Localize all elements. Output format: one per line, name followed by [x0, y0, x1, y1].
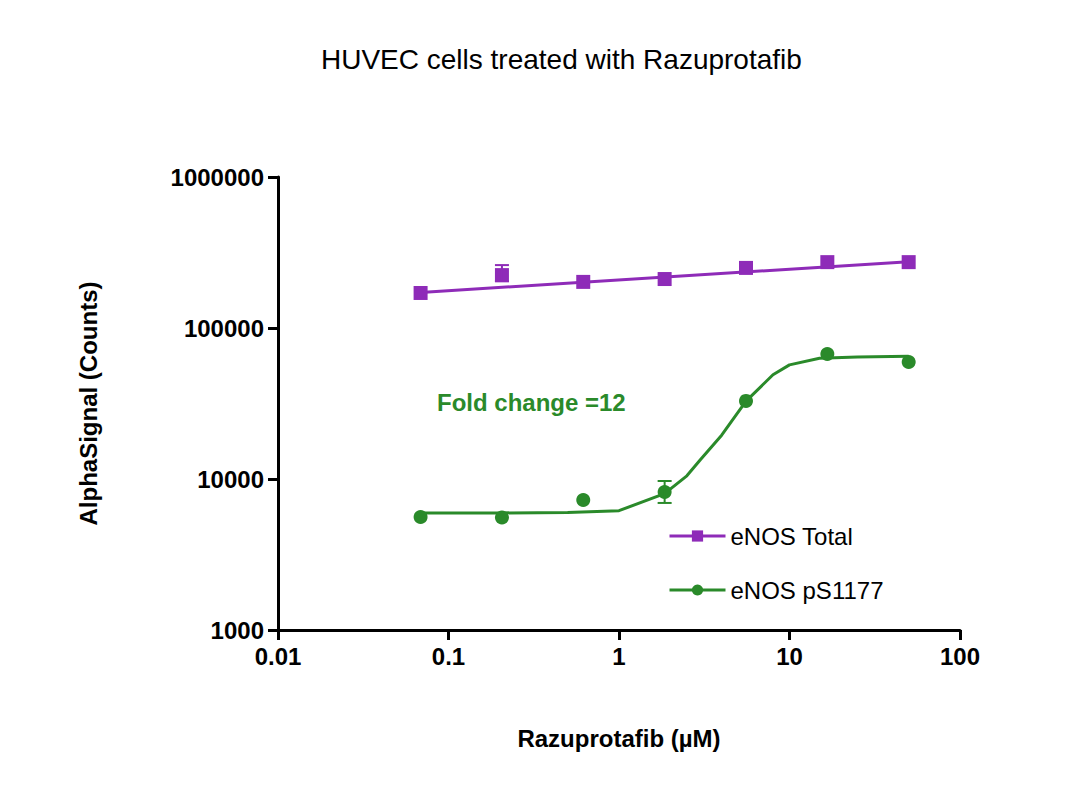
svg-text:10000: 10000 — [197, 466, 264, 493]
svg-text:eNOS pS1177: eNOS pS1177 — [731, 577, 884, 604]
svg-text:100000: 100000 — [184, 315, 264, 342]
svg-text:AlphaSignal (Counts): AlphaSignal (Counts) — [75, 282, 102, 526]
svg-text:HUVEC cells treated with Razup: HUVEC cells treated with Razuprotafib — [321, 44, 802, 75]
svg-text:Fold change =12: Fold change =12 — [437, 389, 626, 416]
svg-text:1000: 1000 — [211, 617, 264, 644]
svg-text:100: 100 — [940, 643, 980, 670]
svg-text:Razuprotafib (µM): Razuprotafib (µM) — [517, 725, 720, 752]
svg-text:1: 1 — [612, 643, 625, 670]
svg-text:0.01: 0.01 — [255, 643, 302, 670]
svg-text:0.1: 0.1 — [432, 643, 465, 670]
svg-text:10: 10 — [776, 643, 803, 670]
svg-text:1000000: 1000000 — [171, 164, 264, 191]
svg-text:eNOS Total: eNOS Total — [731, 523, 853, 550]
